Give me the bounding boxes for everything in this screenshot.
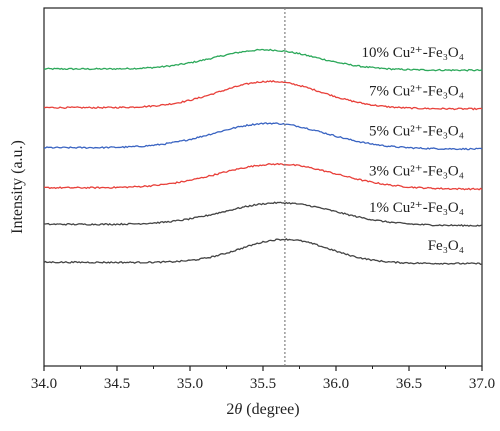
x-axis-label-theta: θ	[234, 401, 242, 418]
x-tick-label-1: 34.5	[104, 376, 130, 392]
x-tick-label-6: 37.0	[469, 376, 495, 392]
series-label-0: 10% Cu²⁺-Fe₃O₄	[362, 45, 464, 61]
x-axis-label: 2θ (degree)	[226, 401, 299, 418]
x-tick-label-0: 34.0	[31, 376, 57, 392]
series-label-3: 3% Cu²⁺-Fe₃O₄	[369, 164, 464, 180]
series-line-1	[43, 80, 483, 111]
x-tick-label-3: 35.5	[250, 376, 276, 392]
x-axis-label-unit: (degree)	[242, 401, 299, 418]
series-line-4	[43, 201, 483, 228]
series-label-1: 7% Cu²⁺-Fe₃O₄	[369, 84, 464, 100]
x-tick-label-4: 36.0	[323, 376, 349, 392]
series-label-2: 5% Cu²⁺-Fe₃O₄	[369, 124, 464, 140]
series-line-3	[43, 162, 483, 191]
series-line-2	[43, 122, 483, 151]
x-tick-label-5: 36.5	[396, 376, 422, 392]
y-axis-label: Intensity (a.u.)	[9, 140, 26, 234]
plot-frame	[43, 7, 483, 367]
x-tick-label-2: 35.0	[177, 376, 203, 392]
series-label-5: Fe₃O₄	[428, 238, 464, 254]
series-line-5	[43, 237, 483, 265]
series-label-4: 1% Cu²⁺-Fe₃O₄	[369, 200, 464, 216]
x-axis-ticks: 34.0 34.5 35.0 35.5 36.0 36.5 37.0	[31, 366, 495, 392]
x-axis-label-prefix: 2	[226, 401, 234, 418]
series-group: 10% Cu²⁺-Fe₃O₄ 7% Cu²⁺-Fe₃O₄ 5% Cu²⁺-Fe₃O₄…	[43, 45, 483, 265]
series-line-0	[43, 48, 483, 72]
